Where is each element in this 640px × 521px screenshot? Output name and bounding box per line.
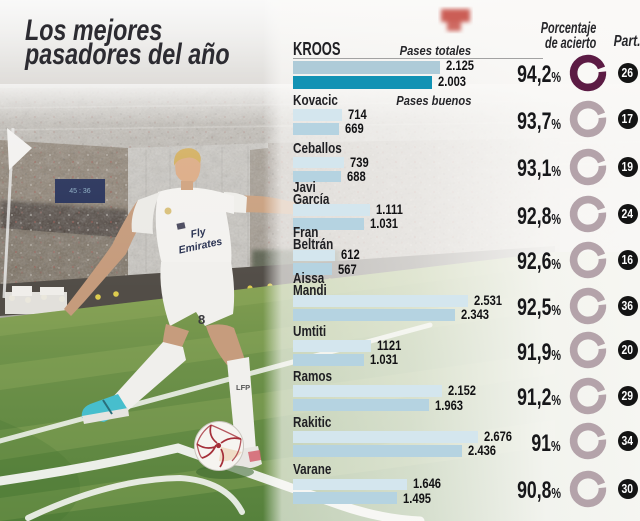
svg-text:8: 8 <box>198 312 205 327</box>
svg-text:LFP: LFP <box>236 383 250 392</box>
